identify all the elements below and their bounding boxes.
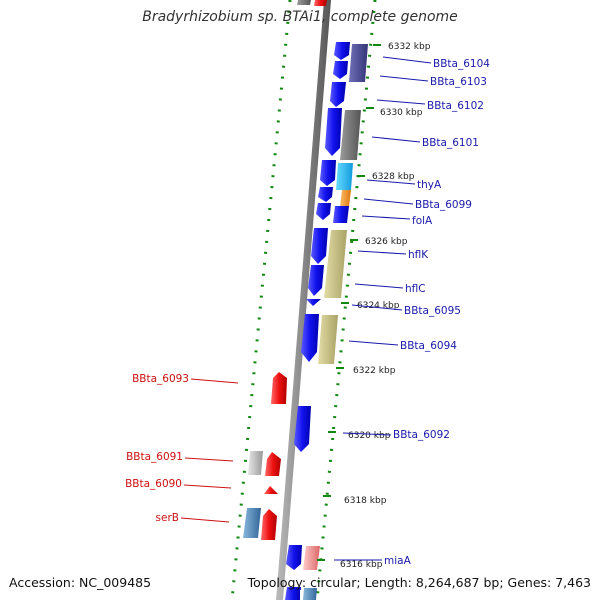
gene-labels-left: BBta_6093 BBta_6091 BBta_6090 serB [125, 373, 239, 524]
gene-label: BBta_6091 [126, 451, 183, 463]
gene-bbta-6101-cog [340, 110, 361, 160]
gene-label: BBta_6103 [430, 76, 487, 88]
gene-label: BBta_6099 [415, 199, 472, 211]
gene-label-connector [366, 179, 416, 185]
tick-label: 6326 kbp [365, 237, 408, 247]
gene-label-connector [342, 432, 392, 436]
gene-miaa-cog [303, 546, 320, 570]
gene-label: BBta_6104 [433, 58, 490, 70]
gene-label: serB [156, 512, 179, 524]
tick-label: 6320 kbp [348, 431, 391, 441]
gene-label: BBta_6092 [393, 429, 450, 441]
gene-label: folA [412, 215, 433, 227]
gene-bbta-6093-reverse [271, 372, 287, 404]
gene-labels-right: BBta_6104 BBta_6103 BBta_6102 BBta_6101 … [334, 56, 490, 567]
gene-label-connector [379, 75, 429, 82]
gene-label: BBta_6102 [427, 100, 484, 112]
gene-label-connector [351, 304, 403, 311]
gene-label-connector [190, 378, 239, 384]
gene-features [243, 0, 368, 600]
tick-label: 6322 kbp [353, 366, 396, 376]
gene-label: BBta_6093 [132, 373, 189, 385]
gene-bbta-6099-cog [340, 190, 351, 207]
gene-hflk-forward [311, 228, 328, 264]
gene-bbta-6104-forward [334, 42, 350, 60]
gene-label: BBta_6095 [404, 305, 461, 317]
gene-serb-reverse [261, 509, 277, 540]
gene-label: hflC [405, 283, 426, 295]
gene-label-connector [348, 340, 399, 346]
gene-label-connector [180, 517, 230, 523]
gene-bbta-6102-forward [330, 82, 346, 107]
tick-label: 6316 kbp [340, 560, 383, 570]
gene-bbta-6103-forward [333, 61, 348, 79]
gene-top-partial-red [314, 0, 327, 6]
gene-label: BBta_6101 [422, 137, 479, 149]
gene-bbta-6090-reverse [264, 486, 278, 494]
gene-bbta-6104-cog [349, 44, 368, 82]
gene-label-connector [382, 56, 432, 64]
gene-bottom-forward [285, 587, 301, 600]
gene-serb-cog [243, 508, 261, 538]
gene-bbta-6092-forward [294, 406, 311, 452]
gene-bbta-6091-cog [248, 451, 263, 475]
gene-forward-8 [316, 203, 331, 220]
gene-label: thyA [417, 179, 442, 191]
gene-forward-6 [320, 160, 336, 186]
gene-label: miaA [384, 555, 412, 567]
gene-hflc-forward [308, 265, 324, 296]
gene-label-connector [361, 215, 411, 220]
topology-label: Topology: circular; Length: 8,264,687 bp… [247, 575, 591, 590]
left-dotted-boundary [230, 0, 292, 600]
gene-top-partial-gray [297, 0, 311, 5]
gene-small-forward [306, 299, 321, 306]
tick-label: 6318 kbp [344, 496, 387, 506]
gene-label-connector [184, 457, 234, 462]
map-title: Bradyrhizobium sp. BTAi1, complete genom… [142, 9, 458, 25]
gene-hflk-cog [324, 230, 347, 298]
gene-bottom-cog [303, 588, 317, 600]
gene-bbta-6101-forward [325, 108, 342, 156]
right-dotted-boundary [315, 0, 377, 600]
gene-forward-7 [318, 187, 333, 202]
tick-label: 6332 kbp [388, 42, 431, 52]
outer-boundaries [230, 0, 377, 600]
gene-label: BBta_6090 [125, 478, 182, 490]
gene-label-connector [183, 484, 232, 489]
gene-label: hflK [408, 249, 429, 261]
gene-thya-cog [336, 163, 353, 190]
gene-label: BBta_6094 [400, 340, 457, 352]
tick-marks: 6332 kbp 6330 kbp 6328 kbp 6326 kbp 6324… [317, 42, 431, 570]
gene-label-connector [363, 198, 414, 205]
gene-bbta-6094-cog [318, 315, 338, 364]
gene-label-connector [354, 283, 404, 289]
gene-label-connector [357, 250, 407, 255]
genome-backbone [276, 0, 331, 600]
tick-label: 6330 kbp [380, 108, 423, 118]
gene-bbta-6094-forward [301, 314, 319, 362]
gene-miaa-forward [286, 545, 302, 570]
tick-label: 6324 kbp [357, 301, 400, 311]
gene-fola-cog [333, 206, 349, 223]
gene-bottom-white [300, 590, 303, 600]
accession-label: Accession: NC_009485 [9, 575, 152, 590]
tick-label: 6328 kbp [372, 172, 415, 182]
gene-bbta-6091-reverse [265, 452, 281, 476]
gene-label-connector [371, 136, 421, 143]
gene-label-connector [376, 99, 426, 105]
